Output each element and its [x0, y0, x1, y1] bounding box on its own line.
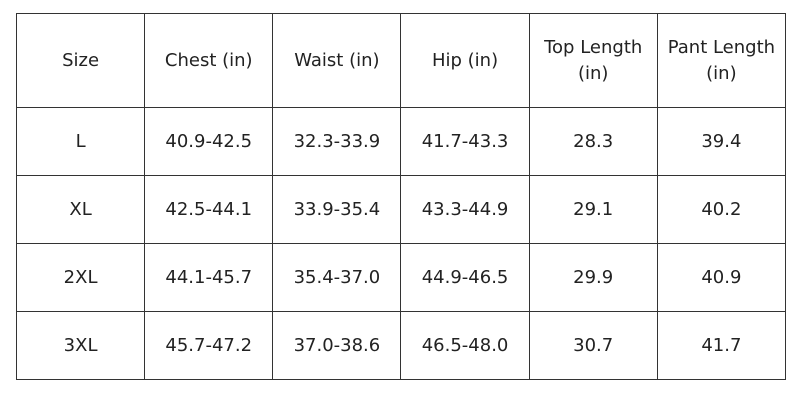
data-cell: L	[15, 107, 146, 176]
data-cell: 40.9	[656, 243, 787, 312]
size-table: Size Chest (in) Waist (in) Hip (in) Top Leng…	[15, 13, 787, 380]
data-cell: 30.7	[528, 311, 658, 380]
data-cell: 29.1	[528, 175, 658, 244]
header-cell: Size	[15, 13, 146, 108]
data-cell: 45.7-47.2	[144, 311, 274, 380]
data-cell: 40.9-42.5	[144, 107, 274, 176]
data-cell: 2XL	[15, 243, 146, 312]
data-cell: 3XL	[15, 311, 146, 380]
header-cell: Pant Length (in)	[656, 13, 787, 108]
data-cell: 33.9-35.4	[272, 175, 402, 244]
header-cell: Waist (in)	[272, 13, 402, 108]
data-cell: 32.3-33.9	[272, 107, 402, 176]
data-row: XL 42.5-44.1 33.9-35.4 43.3-44.9 29.1 40.2	[15, 175, 787, 244]
data-cell: 44.1-45.7	[144, 243, 274, 312]
data-cell: 43.3-44.9	[400, 175, 530, 244]
data-row: 2XL 44.1-45.7 35.4-37.0 44.9-46.5 29.9 40.9	[15, 243, 787, 312]
table-body: Size Chest (in) Waist (in) Hip (in) Top Leng…	[15, 13, 787, 380]
data-row: 3XL 45.7-47.2 37.0-38.6 46.5-48.0 30.7 41.7	[15, 311, 787, 380]
data-row: L 40.9-42.5 32.3-33.9 41.7-43.3 28.3 39.4	[15, 107, 787, 176]
data-cell: 41.7-43.3	[400, 107, 530, 176]
data-cell: 41.7	[656, 311, 787, 380]
data-cell: 39.4	[656, 107, 787, 176]
data-cell: XL	[15, 175, 146, 244]
data-cell: 28.3	[528, 107, 658, 176]
data-cell: 35.4-37.0	[272, 243, 402, 312]
header-cell: Hip (in)	[400, 13, 530, 108]
header-cell: Chest (in)	[144, 13, 274, 108]
data-cell: 42.5-44.1	[144, 175, 274, 244]
data-cell: 40.2	[656, 175, 787, 244]
data-cell: 29.9	[528, 243, 658, 312]
header-cell: Top Length (in)	[528, 13, 658, 108]
data-cell: 37.0-38.6	[272, 311, 402, 380]
data-cell: 44.9-46.5	[400, 243, 530, 312]
data-cell: 46.5-48.0	[400, 311, 530, 380]
header-row: Size Chest (in) Waist (in) Hip (in) Top Leng…	[15, 13, 787, 108]
